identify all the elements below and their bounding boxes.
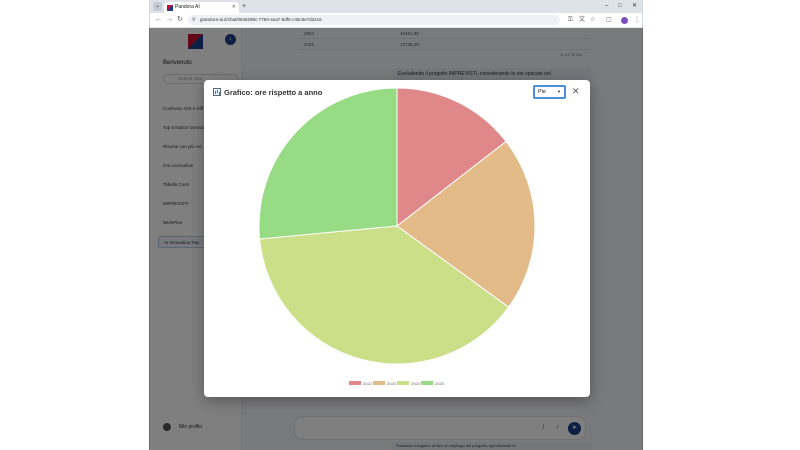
- tab-search-icon[interactable]: ⌄: [153, 2, 162, 11]
- pie-slice-2025[interactable]: [258, 87, 398, 240]
- chart-type-value: Pie: [538, 89, 546, 95]
- site-info-icon[interactable]: ⚲: [192, 17, 196, 23]
- pie-slice-2022[interactable]: [396, 87, 507, 228]
- address-toolbar: ← → ↻ ⚲ grandora-ai.it/chat/0946298c-776…: [150, 13, 642, 28]
- legend-swatch-2024[interactable]: [397, 381, 409, 385]
- tab-title: Pandora AI: [175, 4, 200, 10]
- legend-label-2025[interactable]: 2025: [435, 381, 445, 386]
- modal-title: Grafico: ore rispetto a anno: [213, 88, 322, 98]
- bookmark-star-icon[interactable]: ☆: [590, 17, 596, 23]
- modal-title-text: Grafico: ore rispetto a anno: [224, 88, 323, 97]
- tab-close-icon[interactable]: ✕: [231, 4, 236, 10]
- url-text: grandora-ai.it/chat/0946298c-7760-4ea7-9…: [200, 17, 322, 22]
- minimize-button[interactable]: –: [605, 3, 609, 9]
- chart-type-select[interactable]: Pie ▼: [533, 85, 566, 99]
- extensions-icon[interactable]: ▢: [606, 17, 612, 23]
- address-bar[interactable]: ⚲ grandora-ai.it/chat/0946298c-7760-4ea7…: [188, 15, 560, 25]
- modal-close-button[interactable]: ✕: [572, 86, 580, 96]
- browser-tab[interactable]: Pandora AI ✕: [164, 2, 239, 13]
- legend-swatch-2023[interactable]: [373, 381, 385, 385]
- legend-swatch-2022[interactable]: [349, 381, 361, 385]
- forward-icon[interactable]: →: [166, 16, 173, 23]
- chevron-down-icon: ▼: [557, 89, 561, 94]
- new-tab-button[interactable]: +: [242, 3, 247, 10]
- window-close-button[interactable]: ✕: [632, 3, 638, 9]
- menu-kebab-icon[interactable]: ⋮: [634, 17, 640, 23]
- legend-swatch-2025[interactable]: [421, 381, 433, 385]
- favicon-icon: [167, 5, 173, 11]
- back-icon[interactable]: ←: [155, 16, 162, 23]
- legend-label-2023[interactable]: 2023: [387, 381, 397, 386]
- maximize-button[interactable]: □: [618, 3, 622, 9]
- legend-label-2024[interactable]: 2024: [411, 381, 421, 386]
- key-icon[interactable]: ⚿: [568, 17, 573, 23]
- chart-modal: Grafico: ore rispetto a anno Pie ▼ ✕ 202…: [204, 80, 590, 397]
- translate-icon[interactable]: 文: [579, 17, 586, 23]
- legend-label-2022[interactable]: 2022: [363, 381, 373, 386]
- reload-icon[interactable]: ↻: [177, 16, 183, 23]
- tab-strip: ⌄ Pandora AI ✕ + – □ ✕: [150, 0, 642, 13]
- bar-chart-icon: [213, 88, 221, 96]
- pie-slice-2024[interactable]: [259, 225, 510, 365]
- profile-avatar[interactable]: [621, 17, 628, 24]
- pie-chart: 2022 2023 2024 2025: [258, 87, 536, 386]
- pie-slice-2023[interactable]: [396, 140, 536, 308]
